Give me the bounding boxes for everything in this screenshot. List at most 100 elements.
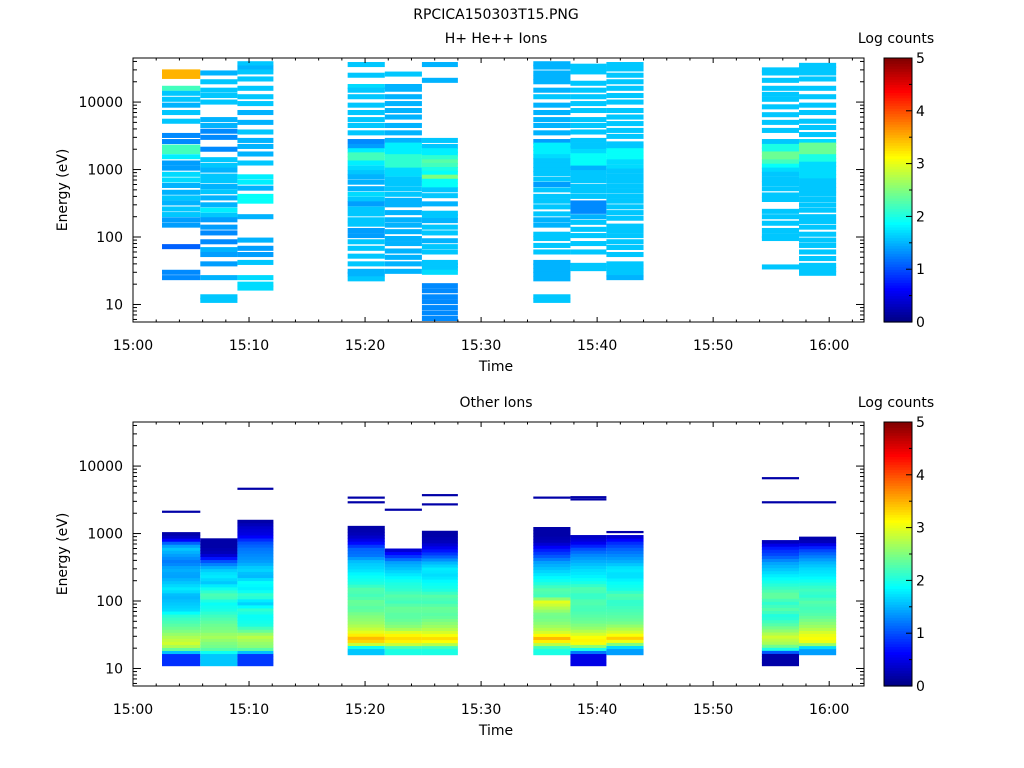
energy-bin [799, 648, 837, 653]
energy-bin [799, 262, 837, 268]
spectrum-column [606, 62, 644, 281]
energy-bin [606, 562, 644, 567]
energy-bin [237, 94, 274, 100]
energy-bin [761, 264, 800, 270]
colorbar-swatch [884, 129, 912, 133]
energy-bin [606, 148, 644, 154]
energy-bin [421, 564, 458, 568]
colorbar-swatch [884, 488, 912, 492]
energy-bin [237, 534, 274, 539]
energy-bin [570, 161, 607, 167]
energy-bin [347, 271, 385, 277]
spectrum-column [347, 496, 385, 656]
energy-bin [799, 255, 837, 262]
energy-bin [237, 245, 274, 251]
energy-bin [606, 72, 644, 78]
energy-bin [606, 121, 644, 127]
colorbar-swatch [884, 314, 912, 318]
energy-bin [533, 297, 571, 303]
energy-bin [162, 589, 201, 594]
energy-bin [237, 617, 274, 621]
energy-bin [347, 227, 385, 233]
colorbar-swatch [884, 564, 912, 568]
energy-bin [421, 603, 458, 607]
energy-bin [200, 611, 238, 615]
energy-bin [421, 533, 458, 538]
energy-bin [384, 566, 422, 571]
energy-bin [606, 605, 644, 610]
energy-bin [606, 587, 644, 591]
energy-bin [761, 570, 800, 575]
colorbar-swatch [884, 124, 912, 128]
y-tick-label: 10 [105, 661, 123, 677]
energy-bin [237, 577, 274, 582]
energy-bin [606, 611, 644, 616]
energy-bin [237, 553, 274, 557]
energy-bin [761, 564, 800, 569]
energy-bin [421, 591, 458, 595]
colorbar-swatch [884, 683, 912, 687]
energy-bin [347, 535, 385, 539]
energy-bin [533, 545, 571, 549]
energy-bin [799, 597, 837, 601]
energy-bin [384, 639, 422, 644]
energy-bin [162, 617, 201, 621]
energy-bin [761, 576, 800, 581]
energy-bin [570, 565, 607, 569]
energy-bin [533, 539, 571, 543]
energy-bin [799, 566, 837, 571]
energy-bin [421, 266, 458, 272]
energy-bin [237, 214, 274, 220]
energy-bin [421, 503, 458, 506]
energy-bin [533, 149, 571, 155]
energy-bin [606, 651, 644, 656]
spectrum-column [799, 62, 837, 276]
energy-bin [799, 639, 837, 644]
figure-title: RPCICA150303T15.PNG [413, 7, 578, 23]
energy-bin [200, 252, 238, 258]
energy-bin [761, 619, 800, 624]
colorbar-swatch [884, 482, 912, 486]
colorbar-swatch [884, 585, 912, 589]
energy-bin [570, 650, 607, 655]
energy-bin [162, 656, 201, 661]
colorbar-swatch [884, 311, 912, 315]
energy-bin [162, 73, 201, 79]
colorbar-swatch [884, 234, 912, 239]
energy-bin [606, 193, 644, 199]
colorbar-swatch [884, 472, 912, 476]
energy-bin [761, 143, 800, 149]
energy-bin [570, 170, 607, 176]
energy-bin [237, 592, 274, 597]
energy-bin [237, 610, 274, 615]
colorbar-swatch [884, 530, 912, 534]
energy-bin [200, 617, 238, 621]
energy-bin [570, 550, 607, 554]
colorbar-swatch [884, 158, 912, 162]
energy-bin [799, 182, 837, 189]
energy-bin [533, 145, 571, 152]
energy-bin [162, 644, 201, 648]
energy-bin [200, 644, 238, 648]
energy-bin [384, 554, 422, 559]
colorbar-tick-label: 2 [916, 573, 925, 589]
energy-bin [384, 181, 422, 187]
colorbar-swatch [884, 678, 912, 682]
energy-bin [761, 625, 800, 630]
spectrum-column [200, 538, 238, 667]
energy-bin [237, 629, 274, 633]
energy-bin [237, 193, 274, 199]
energy-bin [421, 545, 458, 550]
energy-bin [200, 650, 238, 655]
energy-bin [237, 571, 274, 575]
colorbar-swatch [884, 583, 912, 587]
energy-bin [570, 607, 607, 612]
energy-bin [237, 160, 274, 166]
energy-bin [570, 662, 607, 667]
energy-bin [162, 244, 201, 250]
energy-bin [347, 156, 385, 162]
energy-bin [606, 66, 644, 72]
energy-bin [761, 558, 800, 563]
energy-bin [761, 662, 800, 667]
energy-bin [570, 580, 607, 585]
